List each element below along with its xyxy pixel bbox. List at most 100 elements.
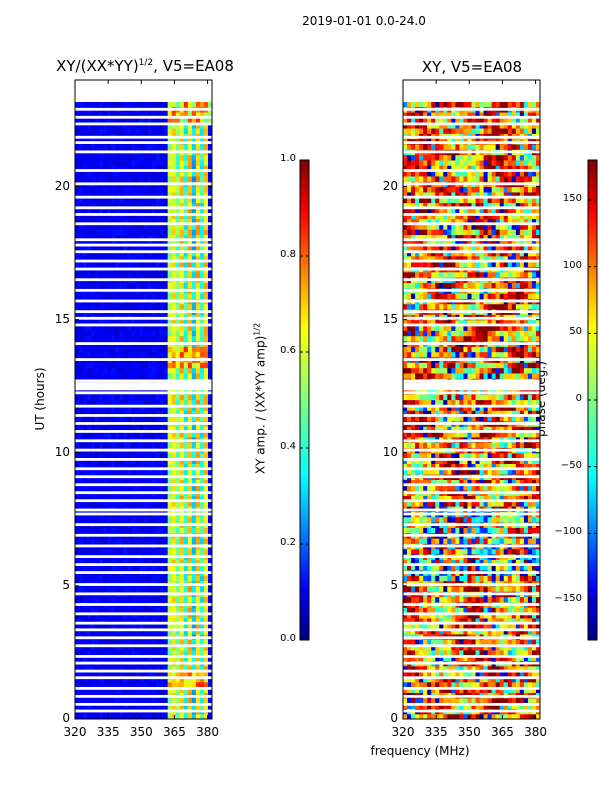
left-heatmap-cell <box>187 537 193 544</box>
left-heatmap-cell <box>79 394 84 401</box>
right-heatmap-cell <box>507 665 513 672</box>
right-heatmap-cell <box>411 649 416 656</box>
left-heatmap-cell <box>155 271 161 278</box>
left-heatmap-cell <box>99 639 104 646</box>
left-heatmap-cell <box>147 495 153 502</box>
left-heatmap-cell <box>115 229 120 236</box>
right-heatmap-cell <box>459 628 465 635</box>
right-heatmap-cell <box>415 713 420 719</box>
left-heatmap-cell <box>95 628 100 635</box>
left-heatmap-cell <box>159 431 165 438</box>
left-heatmap-cell <box>171 628 177 635</box>
left-heatmap-cell <box>135 303 141 310</box>
left-heatmap-cell <box>75 102 80 108</box>
left-heatmap-cell <box>151 399 157 406</box>
right-heatmap-cell <box>451 703 456 709</box>
left-heatmap-cell <box>195 335 201 342</box>
left-heatmap-cell <box>187 362 193 369</box>
left-heatmap-cell <box>151 186 157 193</box>
left-heatmap-cell <box>179 372 185 379</box>
right-heatmap-cell <box>427 596 432 603</box>
left-heatmap-cell <box>207 218 212 225</box>
left-heatmap-cell <box>139 394 145 401</box>
right-heatmap-cell <box>483 596 489 603</box>
left-heatmap-cell <box>147 293 153 299</box>
left-heatmap-cell <box>187 319 193 326</box>
left-heatmap-cell <box>83 703 88 709</box>
left-heatmap-cell <box>207 367 212 374</box>
left-heatmap-cell <box>195 351 201 358</box>
right-heatmap-cell <box>463 687 469 693</box>
left-heatmap <box>74 79 213 720</box>
left-heatmap-cell <box>115 703 120 709</box>
left-heatmap-cell <box>87 324 92 331</box>
left-heatmap-cell <box>131 335 137 342</box>
left-heatmap-cell <box>203 330 209 337</box>
left-heatmap-cell <box>107 218 112 225</box>
left-heatmap-cell <box>143 159 149 166</box>
left-heatmap-cell <box>91 516 96 523</box>
left-heatmap-cell <box>191 324 197 331</box>
left-heatmap-cell <box>163 607 169 614</box>
left-heatmap-cell <box>107 255 112 262</box>
left-heatmap-cell <box>199 165 205 172</box>
left-heatmap-cell <box>203 324 209 331</box>
right-heatmap-cell <box>487 575 493 582</box>
right-heatmap-cell <box>415 655 420 662</box>
left-heatmap-cell <box>203 351 209 358</box>
left-heatmap-cell <box>167 527 173 534</box>
left-heatmap-cell <box>175 170 181 177</box>
left-heatmap-cell <box>203 127 209 134</box>
left-heatmap-cell <box>143 170 149 177</box>
left-heatmap-cell <box>155 191 161 198</box>
left-heatmap-cell <box>163 655 169 662</box>
left-heatmap-cell <box>139 607 145 614</box>
left-heatmap-cell <box>143 202 149 209</box>
left-heatmap-cell <box>95 713 100 719</box>
left-heatmap-cell <box>111 234 116 241</box>
left-heatmap-cell <box>151 479 157 486</box>
left-heatmap-cell <box>195 122 201 129</box>
left-heatmap-cell <box>143 468 149 475</box>
left-heatmap-cell <box>171 655 177 662</box>
left-heatmap-cell <box>175 644 181 651</box>
left-heatmap-cell <box>167 516 173 523</box>
left-heatmap-cell <box>147 367 153 374</box>
left-heatmap-cell <box>135 399 141 406</box>
left-heatmap-cell <box>167 261 173 267</box>
left-heatmap-cell <box>163 303 169 310</box>
left-heatmap-cell <box>163 665 169 672</box>
right-heatmap-cell <box>403 713 408 719</box>
left-heatmap-cell <box>119 479 124 486</box>
left-heatmap-cell <box>207 186 212 193</box>
left-heatmap-cell <box>167 191 173 198</box>
left-heatmap-cell <box>199 596 205 603</box>
right-heatmap-cell <box>491 623 497 630</box>
left-heatmap-cell <box>187 703 193 709</box>
left-heatmap-cell <box>147 548 153 555</box>
left-heatmap-cell <box>207 665 212 672</box>
left-heatmap-cell <box>91 713 96 719</box>
left-heatmap-cell <box>107 452 112 459</box>
left-heatmap-cell <box>95 239 100 246</box>
right-heatmap-cell <box>487 665 493 672</box>
left-heatmap-cell <box>131 102 137 108</box>
left-heatmap-cell <box>103 548 108 555</box>
left-heatmap-cell <box>187 410 193 417</box>
right-heatmap-cell <box>527 596 533 603</box>
left-heatmap-cell <box>95 649 100 656</box>
left-heatmap-cell <box>175 324 181 331</box>
left-heatmap-cell <box>187 458 193 464</box>
left-heatmap-cell <box>107 234 112 241</box>
left-heatmap-cell <box>203 223 209 230</box>
left-heatmap-cell <box>115 623 120 630</box>
left-heatmap-cell <box>107 703 112 709</box>
left-heatmap-cell <box>103 463 108 470</box>
left-heatmap-cell <box>131 404 137 411</box>
right-heatmap-cell <box>447 607 452 614</box>
left-heatmap-cell <box>195 479 201 486</box>
right-heatmap-cell <box>471 671 477 677</box>
right-heatmap-cell <box>443 607 448 614</box>
left-heatmap-cell <box>75 154 80 161</box>
